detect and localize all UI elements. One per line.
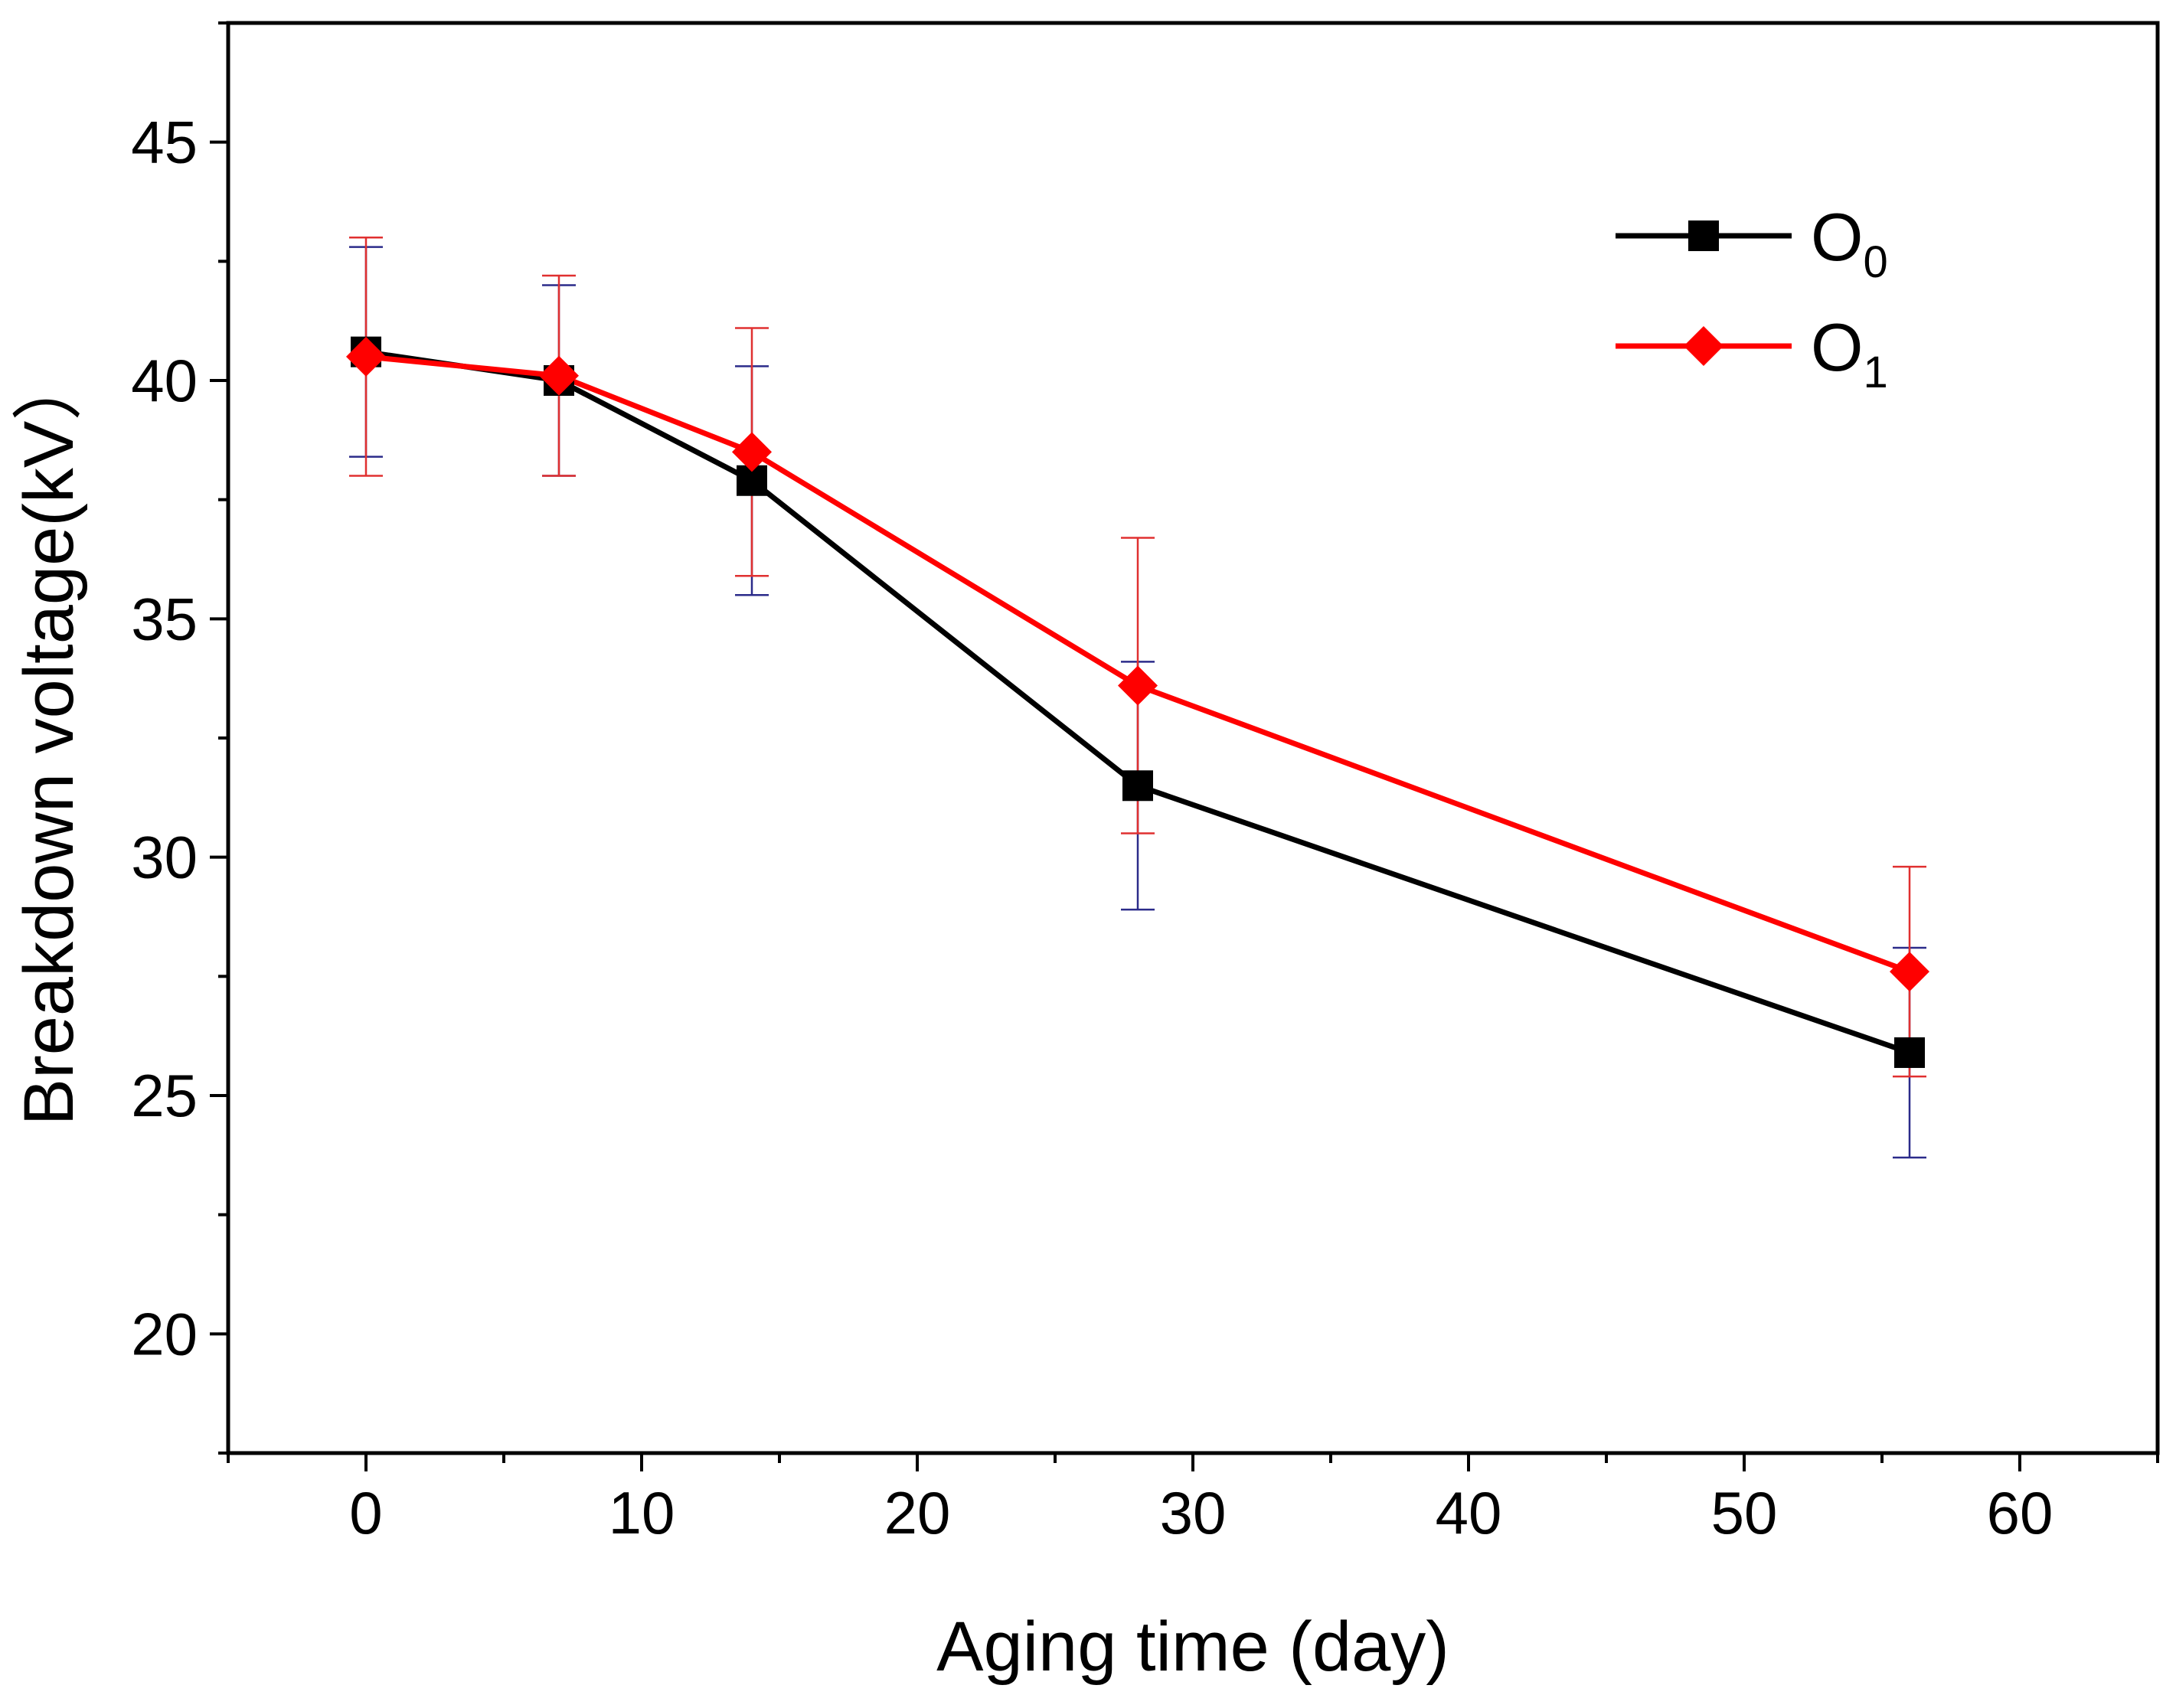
y-tick-label: 25 [131, 1062, 198, 1129]
data-point-O1 [1890, 952, 1929, 992]
x-tick-label: 0 [349, 1479, 382, 1546]
y-tick-label: 40 [131, 347, 198, 414]
data-point-O1 [1118, 665, 1158, 706]
x-tick-label: 10 [609, 1479, 675, 1546]
legend-marker-O1 [1684, 326, 1723, 366]
y-axis-ticks: 20 25 30 35 40 45 [131, 21, 228, 1455]
y-tick-label: 20 [131, 1300, 198, 1367]
data-point-O1 [346, 336, 386, 377]
y-tick-label: 45 [131, 109, 198, 176]
legend-label-main: O [1811, 309, 1863, 385]
data-point-O1 [539, 355, 579, 396]
legend-label-main: O [1811, 199, 1863, 275]
x-tick-label: 20 [884, 1479, 951, 1546]
legend-label-O1: O1 [1811, 309, 1888, 397]
x-tick-label: 40 [1436, 1479, 1502, 1546]
data-point-O1 [732, 432, 772, 472]
x-axis-ticks: 0 10 20 30 40 50 60 [227, 1453, 2159, 1546]
series-markers [346, 336, 1929, 1068]
data-point-O0 [1122, 770, 1153, 802]
legend-marker-O0 [1688, 220, 1719, 251]
y-tick-label: 30 [131, 824, 198, 891]
y-tick-label: 35 [131, 585, 198, 652]
x-tick-label: 60 [1987, 1479, 2053, 1546]
x-axis-title: Aging time (day) [936, 1608, 1449, 1686]
data-point-O0 [1894, 1037, 1925, 1068]
legend-label-O0: O0 [1811, 199, 1888, 287]
legend-label-subscript: 0 [1863, 237, 1887, 287]
y-axis-title: Breakdown voltage(kV） [10, 351, 88, 1126]
x-tick-label: 50 [1711, 1479, 1778, 1546]
x-tick-label: 30 [1160, 1479, 1227, 1546]
legend-label-subscript: 1 [1863, 348, 1887, 397]
